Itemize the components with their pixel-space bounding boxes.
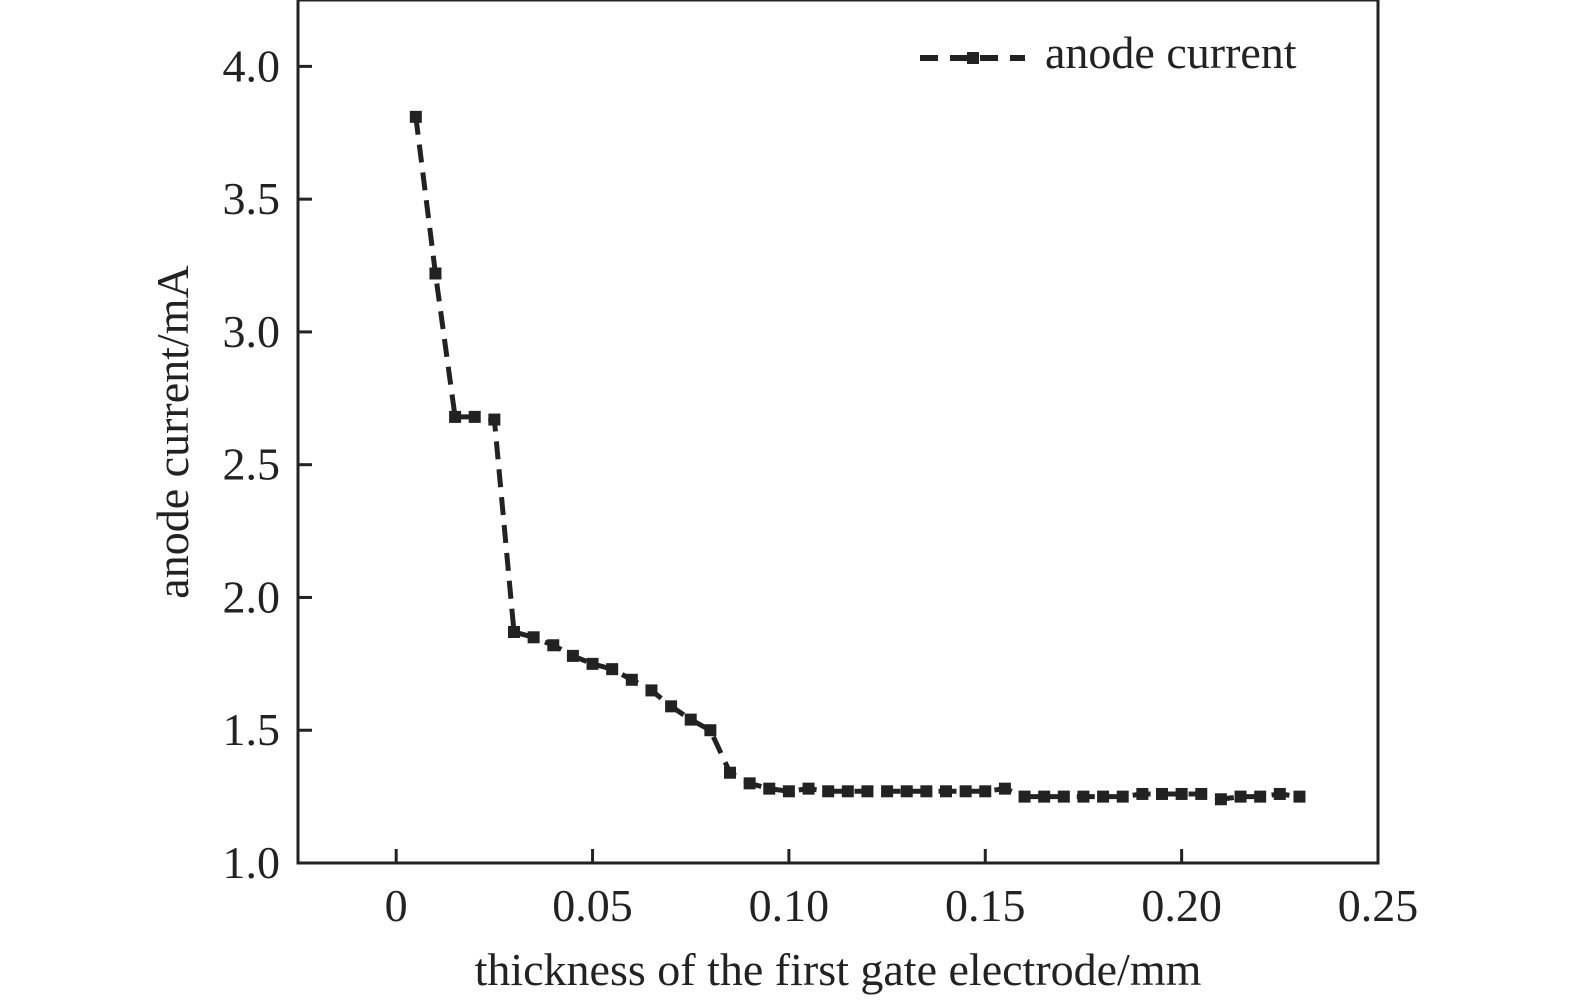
data-point xyxy=(606,663,619,676)
y-tick-label: 3.0 xyxy=(223,306,281,357)
data-point xyxy=(468,410,481,423)
data-point xyxy=(1136,787,1149,800)
data-point xyxy=(1293,790,1306,803)
x-axis: 0 0.05 0.10 0.15 0.20 0.25 xyxy=(385,849,1419,931)
y-axis: 1.0 1.5 2.0 2.5 3.0 3.5 4.0 xyxy=(223,40,312,888)
data-point xyxy=(547,639,560,652)
data-point xyxy=(527,631,540,644)
data-point xyxy=(782,785,795,798)
x-tick-label: 0.10 xyxy=(749,880,830,931)
y-tick-label: 4.0 xyxy=(223,40,281,91)
x-tick-label: 0.20 xyxy=(1141,880,1222,931)
data-point xyxy=(488,413,501,426)
data-point xyxy=(881,785,894,798)
data-point xyxy=(1214,793,1227,806)
legend-marker xyxy=(967,52,979,64)
x-tick-label: 0.05 xyxy=(552,880,633,931)
data-point xyxy=(822,785,835,798)
data-point xyxy=(1273,787,1286,800)
data-point xyxy=(704,724,717,737)
data-point xyxy=(429,267,442,280)
y-tick-label: 1.5 xyxy=(223,704,281,755)
data-point xyxy=(861,785,874,798)
data-point xyxy=(684,713,697,726)
y-tick-label: 3.5 xyxy=(223,173,281,224)
data-point xyxy=(1195,787,1208,800)
data-point xyxy=(1254,790,1267,803)
x-tick-label: 0.15 xyxy=(945,880,1026,931)
data-point xyxy=(645,684,658,697)
data-point xyxy=(1038,790,1051,803)
data-point xyxy=(724,766,736,779)
data-point xyxy=(586,657,599,670)
data-point xyxy=(1116,790,1129,803)
y-tick-label: 1.0 xyxy=(223,837,281,888)
y-axis-title: anode current/mA xyxy=(147,265,198,598)
y-tick-label: 2.5 xyxy=(223,439,281,490)
data-point xyxy=(841,785,854,798)
plot-frame xyxy=(296,0,1380,865)
data-point xyxy=(998,782,1011,795)
data-point xyxy=(1077,790,1090,803)
data-point xyxy=(1057,790,1070,803)
data-point xyxy=(1234,790,1247,803)
data-point xyxy=(743,777,756,790)
data-point xyxy=(900,785,913,798)
y-tick-label: 2.0 xyxy=(223,571,281,622)
data-point xyxy=(802,782,815,795)
data-point xyxy=(449,410,462,423)
data-point xyxy=(665,700,678,713)
data-point xyxy=(940,785,952,798)
data-point xyxy=(959,785,972,798)
x-axis-title: thickness of the first gate electrode/mm xyxy=(475,944,1202,995)
series-line xyxy=(413,116,1300,802)
x-tick-label: 0 xyxy=(385,880,408,931)
data-point xyxy=(566,649,579,662)
data-point xyxy=(625,673,638,686)
data-point xyxy=(508,625,520,638)
data-point xyxy=(1175,787,1188,800)
data-point xyxy=(1097,790,1110,803)
data-point xyxy=(409,110,422,123)
legend-label: anode current xyxy=(1045,27,1297,78)
data-point xyxy=(920,785,933,798)
data-point xyxy=(1018,790,1031,803)
data-point xyxy=(763,782,776,795)
data-point xyxy=(1156,787,1168,800)
data-point xyxy=(979,785,992,798)
series-layer xyxy=(409,110,1306,806)
x-tick-label: 0.25 xyxy=(1338,880,1419,931)
legend: anode current xyxy=(920,27,1297,78)
